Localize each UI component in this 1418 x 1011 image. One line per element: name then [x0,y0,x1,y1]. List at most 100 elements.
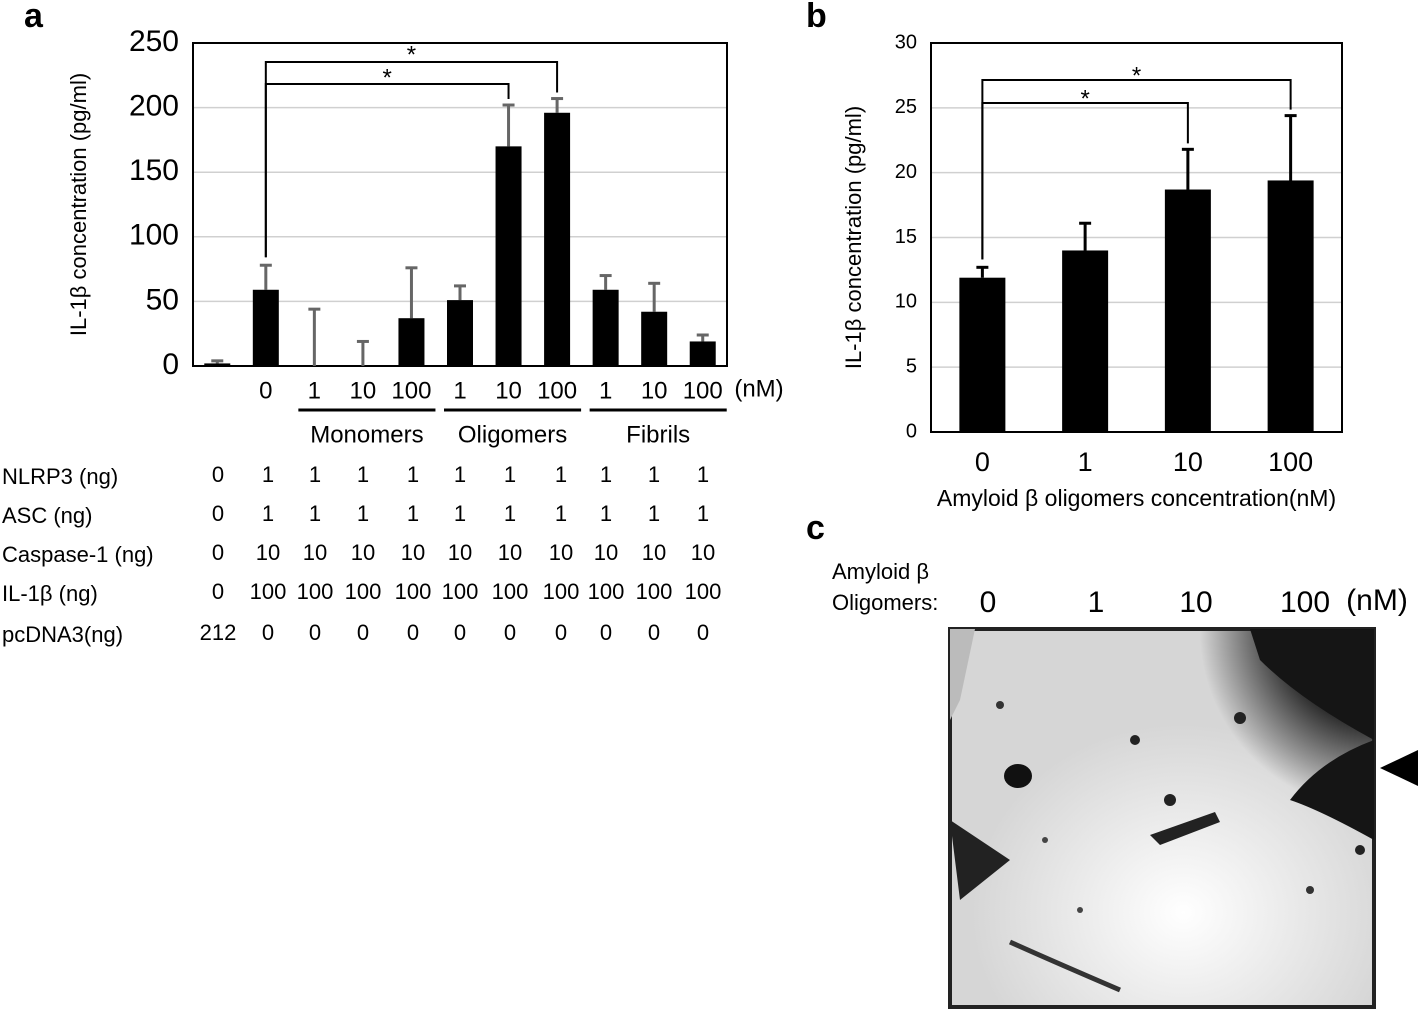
condition-value: 100 [492,579,529,604]
y-tick-label: 100 [129,219,179,252]
panel-label: a [24,0,44,35]
panel-label: b [806,0,827,35]
condition-value: 100 [588,579,625,604]
condition-label: pcDNA3(ng) [2,622,123,647]
condition-value: 100 [636,579,673,604]
significance-label: * [407,41,416,68]
condition-value: 0 [262,620,274,645]
condition-value: 0 [212,540,224,565]
y-tick-label: 25 [895,96,917,118]
condition-value: 1 [454,501,466,526]
y-tick-label: 5 [906,355,917,377]
bar [544,112,571,366]
condition-label: IL-1β (ng) [2,581,98,606]
condition-value: 100 [250,579,287,604]
x-tick-label: 100 [537,377,577,404]
lane-label: 1 [1088,586,1105,619]
condition-value: 1 [357,501,369,526]
x-tick-label: 10 [641,377,668,404]
significance-bracket [981,102,1189,260]
condition-value: 1 [697,462,709,487]
condition-value: 0 [212,579,224,604]
condition-value: 1 [262,462,274,487]
blot-title: Amyloid β [832,559,929,584]
condition-value: 1 [555,462,567,487]
group-label: Oligomers [458,421,567,448]
x-tick-label: 100 [391,377,431,404]
condition-value: 0 [212,501,224,526]
bar [641,311,668,366]
x-tick-label: 1 [1078,447,1093,477]
condition-value: 1 [648,462,660,487]
condition-value: 10 [256,540,280,565]
condition-value: 0 [454,620,466,645]
significance-label: * [1080,85,1089,112]
condition-label: Caspase-1 (ng) [2,542,154,567]
condition-value: 0 [309,620,321,645]
lane-label: 100 [1280,586,1330,619]
condition-value: 1 [600,462,612,487]
y-tick-label: 0 [162,348,179,381]
condition-value: 212 [200,620,237,645]
group-label: Fibrils [626,421,690,448]
condition-value: 1 [504,501,516,526]
condition-value: 10 [498,540,522,565]
y-tick-label: 20 [895,161,917,183]
condition-value: 1 [454,462,466,487]
blot-title: Oligomers: [832,590,938,615]
lane-unit: (nM) [1346,584,1408,617]
condition-value: 100 [395,579,432,604]
condition-value: 100 [543,579,580,604]
condition-value: 0 [600,620,612,645]
condition-value: 1 [648,501,660,526]
blot-image [948,627,1376,1009]
bar [204,363,231,366]
condition-value: 1 [555,501,567,526]
condition-value: 100 [345,579,382,604]
x-tick-label: 100 [683,377,723,404]
y-axis-label: IL-1β concentration (pg/ml) [841,106,866,369]
significance-label: * [1132,62,1141,89]
condition-value: 0 [555,620,567,645]
bar [252,289,279,366]
x-tick-label: 0 [259,377,272,404]
lane-label: 0 [980,586,997,619]
x-tick-label: 0 [975,447,990,477]
significance-bracket [264,83,510,258]
condition-value: 10 [594,540,618,565]
condition-value: 10 [642,540,666,565]
panel-label: c [806,509,825,547]
bar [1062,250,1109,432]
condition-value: 1 [504,462,516,487]
condition-value: 1 [357,462,369,487]
y-tick-label: 150 [129,154,179,187]
bar [689,341,716,366]
condition-value: 0 [504,620,516,645]
condition-value: 100 [442,579,479,604]
plot-frame [930,42,1343,433]
x-tick-label: 1 [308,377,321,404]
condition-value: 0 [212,462,224,487]
bar [592,289,619,366]
condition-value: 1 [309,462,321,487]
bar [1267,180,1314,432]
x-tick-label: 1 [453,377,466,404]
y-tick-label: 50 [146,283,179,316]
condition-value: 0 [697,620,709,645]
x-tick-label: 1 [599,377,612,404]
condition-value: 1 [407,501,419,526]
condition-label: NLRP3 (ng) [2,464,118,489]
significance-label: * [383,64,392,91]
condition-value: 0 [648,620,660,645]
y-tick-label: 10 [895,291,917,313]
condition-value: 0 [407,620,419,645]
bar [398,318,425,366]
y-tick-label: 200 [129,90,179,123]
x-axis-label: Amyloid β oligomers concentration(nM) [937,485,1336,511]
bar [495,146,522,366]
condition-value: 1 [697,501,709,526]
condition-value: 0 [357,620,369,645]
condition-value: 10 [448,540,472,565]
y-tick-label: 15 [895,226,917,248]
